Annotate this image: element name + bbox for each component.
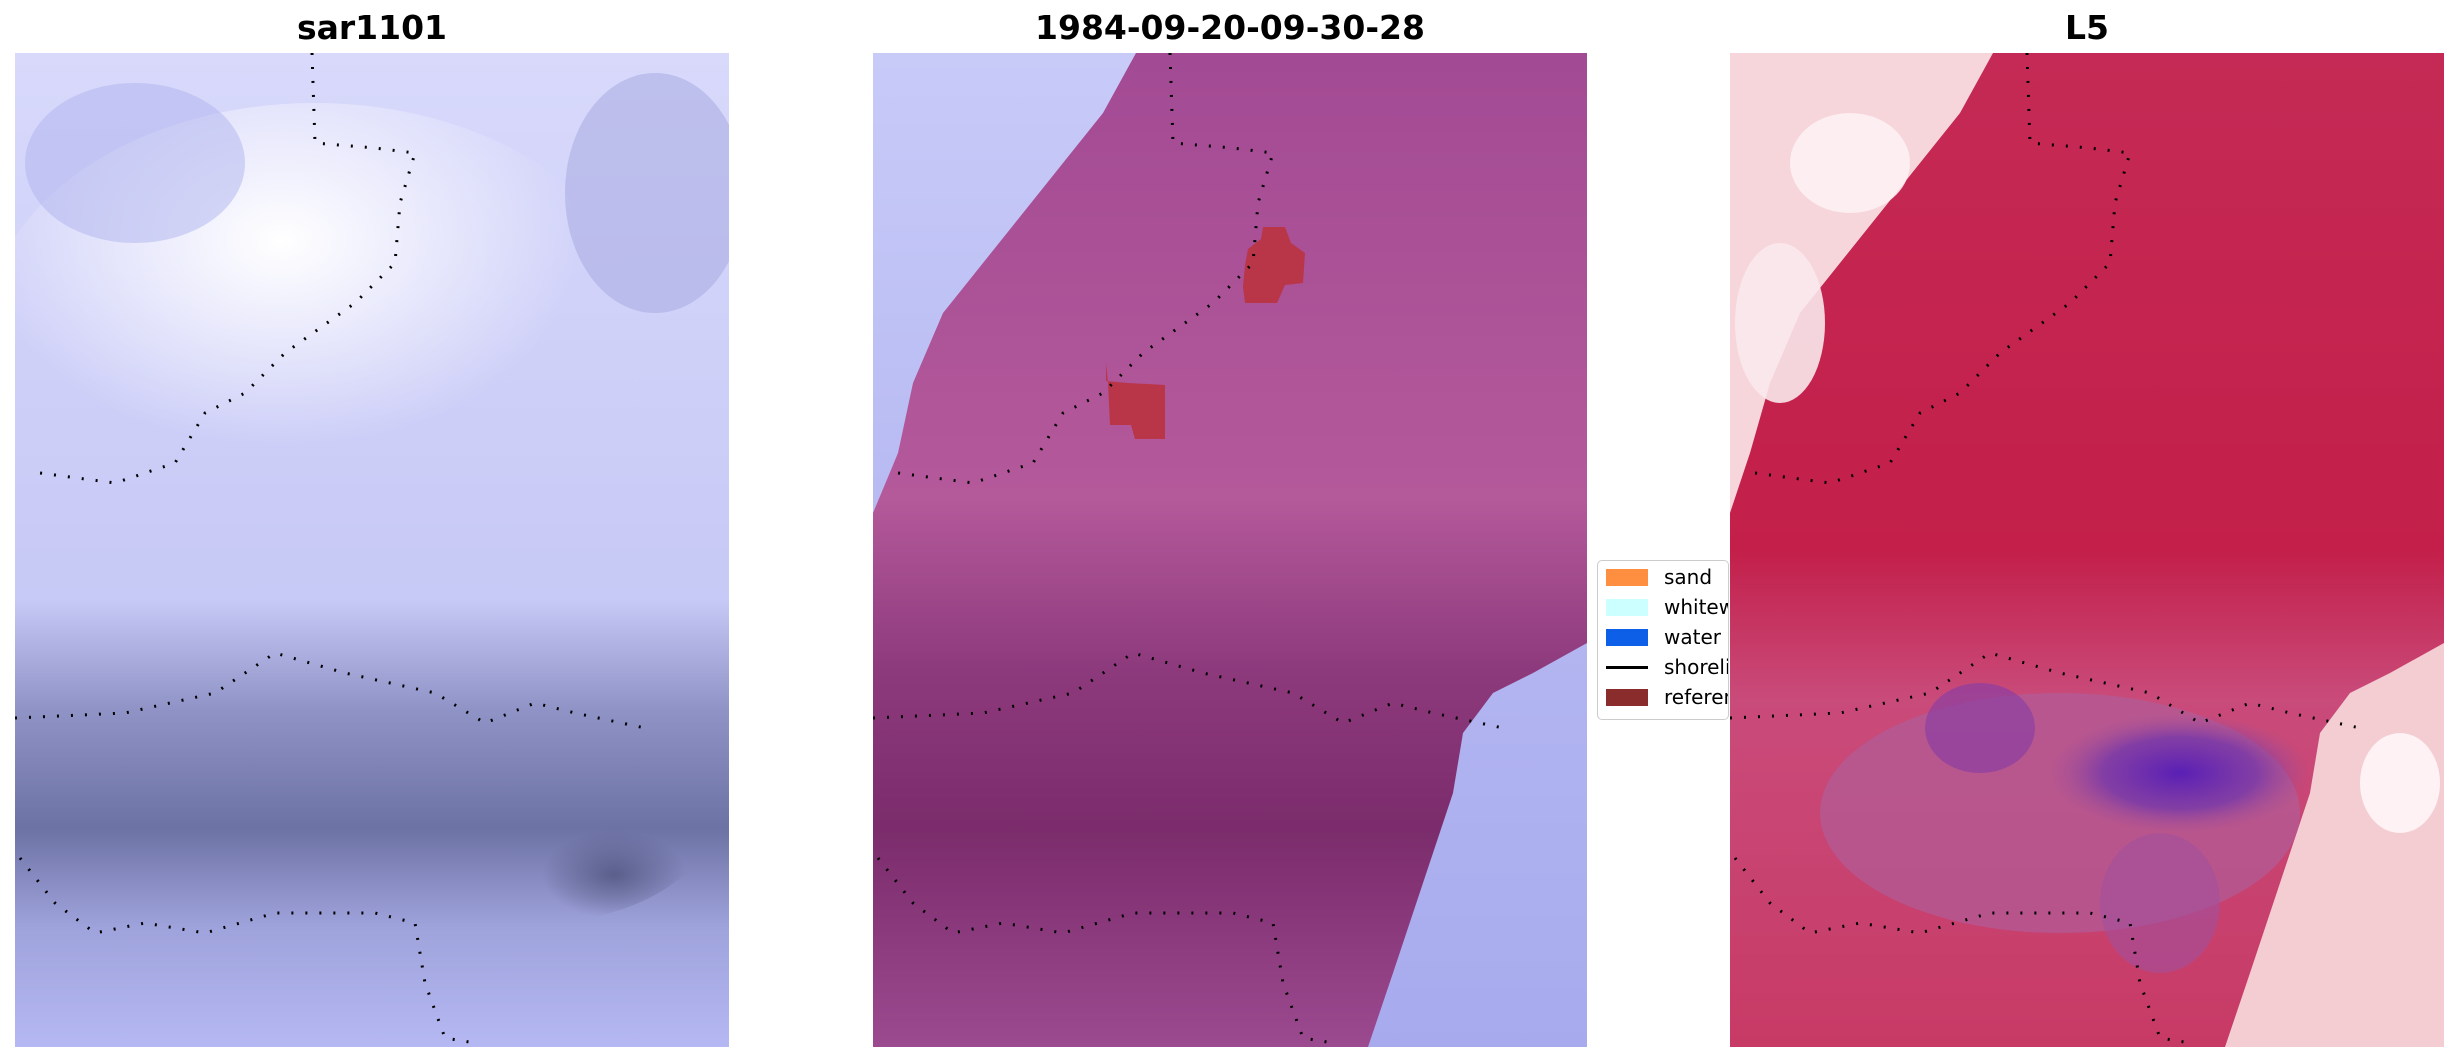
legend-label: reference [1664,685,1728,709]
legend-item-shoreline: shoreline [1606,654,1728,680]
l5-image [1730,53,2444,1047]
shoreline-swatch [1606,665,1648,669]
classification-image-panel [873,53,1587,1047]
legend-item-water: water [1606,624,1721,650]
legend-label: water [1664,625,1721,649]
legend-item-sand: sand [1606,564,1712,590]
shoreline-middle [15,651,646,730]
legend-item-reference: reference [1606,684,1728,710]
reference-swatch [1606,688,1648,706]
shoreline-middle [1730,651,2361,730]
water-swatch [1606,628,1648,646]
panel-title-sar: sar1101 [296,8,448,47]
whitewater-swatch [1606,598,1648,616]
classification-overlay [873,53,1587,1047]
shoreline-middle [873,651,1504,730]
classification-image [873,53,1587,1047]
reference-patch-2 [1106,363,1165,439]
legend-label: sand [1664,565,1713,589]
sar-image [15,53,729,1047]
reference-patch-1 [1243,227,1305,303]
sand-swatch [1606,568,1648,586]
l5-image-panel [1730,53,2444,1047]
sar-image-panel [15,53,729,1047]
panel-title-date: 1984-09-20-09-30-28 [1035,8,1425,47]
panel-title-l5: L5 [2065,8,2109,47]
legend-label: shoreline [1664,655,1728,679]
